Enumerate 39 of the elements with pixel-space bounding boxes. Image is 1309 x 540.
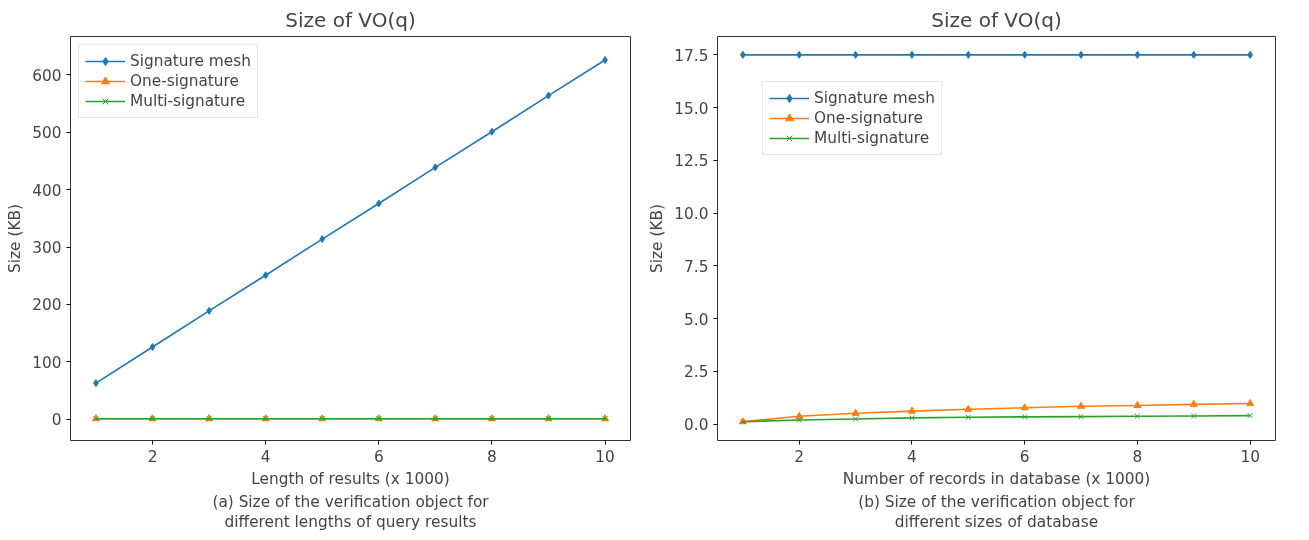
legend-label: One-signature: [130, 72, 239, 90]
x-tick-label: 6: [373, 447, 384, 466]
y-tick-label: 10.0: [674, 205, 709, 224]
legend-label: Multi-signature: [814, 129, 930, 147]
legend-label: Signature mesh: [130, 52, 251, 70]
chart-title: Size of VO(q): [931, 7, 1062, 32]
y-tick-label: 500: [32, 124, 62, 143]
y-tick-label: 15.0: [674, 99, 709, 118]
chart-title: Size of VO(q): [285, 7, 416, 32]
text: (a) Size of the verification object for different lengths of query results: [212, 492, 490, 531]
x-axis-title: Length of results (x 1000): [251, 469, 450, 488]
x-tick-label: 10: [1240, 447, 1260, 466]
y-tick-label: 0: [51, 411, 62, 430]
legend-label: Signature mesh: [814, 89, 935, 107]
y-axis-title: Size (KB): [6, 204, 25, 273]
legend-label: Multi-signature: [130, 92, 246, 110]
y-tick-label: 300: [32, 239, 62, 258]
legend-label: One-signature: [814, 109, 923, 127]
y-tick-label: 0.0: [684, 416, 709, 435]
y-axis-title: Size (KB): [648, 204, 667, 273]
x-tick-label: 8: [487, 447, 497, 466]
x-tick-label: 4: [907, 447, 917, 466]
text: (b) Size of the verification object for different sizes of database: [858, 492, 1136, 531]
x-tick-label: 4: [260, 447, 271, 466]
x-tick-label: 8: [1132, 447, 1143, 466]
y-tick-label: 17.5: [674, 46, 709, 65]
x-tick-label: 6: [1019, 447, 1030, 466]
y-tick-label: 12.5: [674, 152, 709, 171]
y-tick-label: 100: [32, 353, 62, 372]
x-tick-label: 2: [147, 447, 158, 466]
y-tick-label: 400: [32, 181, 62, 200]
y-tick-label: 7.5: [684, 257, 709, 276]
x-tick-label: 10: [595, 447, 615, 466]
y-tick-label: 200: [32, 296, 62, 315]
x-tick-label: 2: [794, 447, 805, 466]
y-tick-label: 600: [32, 66, 62, 85]
x-axis-title: Number of records in database (x 1000): [842, 469, 1151, 488]
y-tick-label: 2.5: [684, 363, 709, 382]
y-tick-label: 5.0: [684, 310, 709, 329]
